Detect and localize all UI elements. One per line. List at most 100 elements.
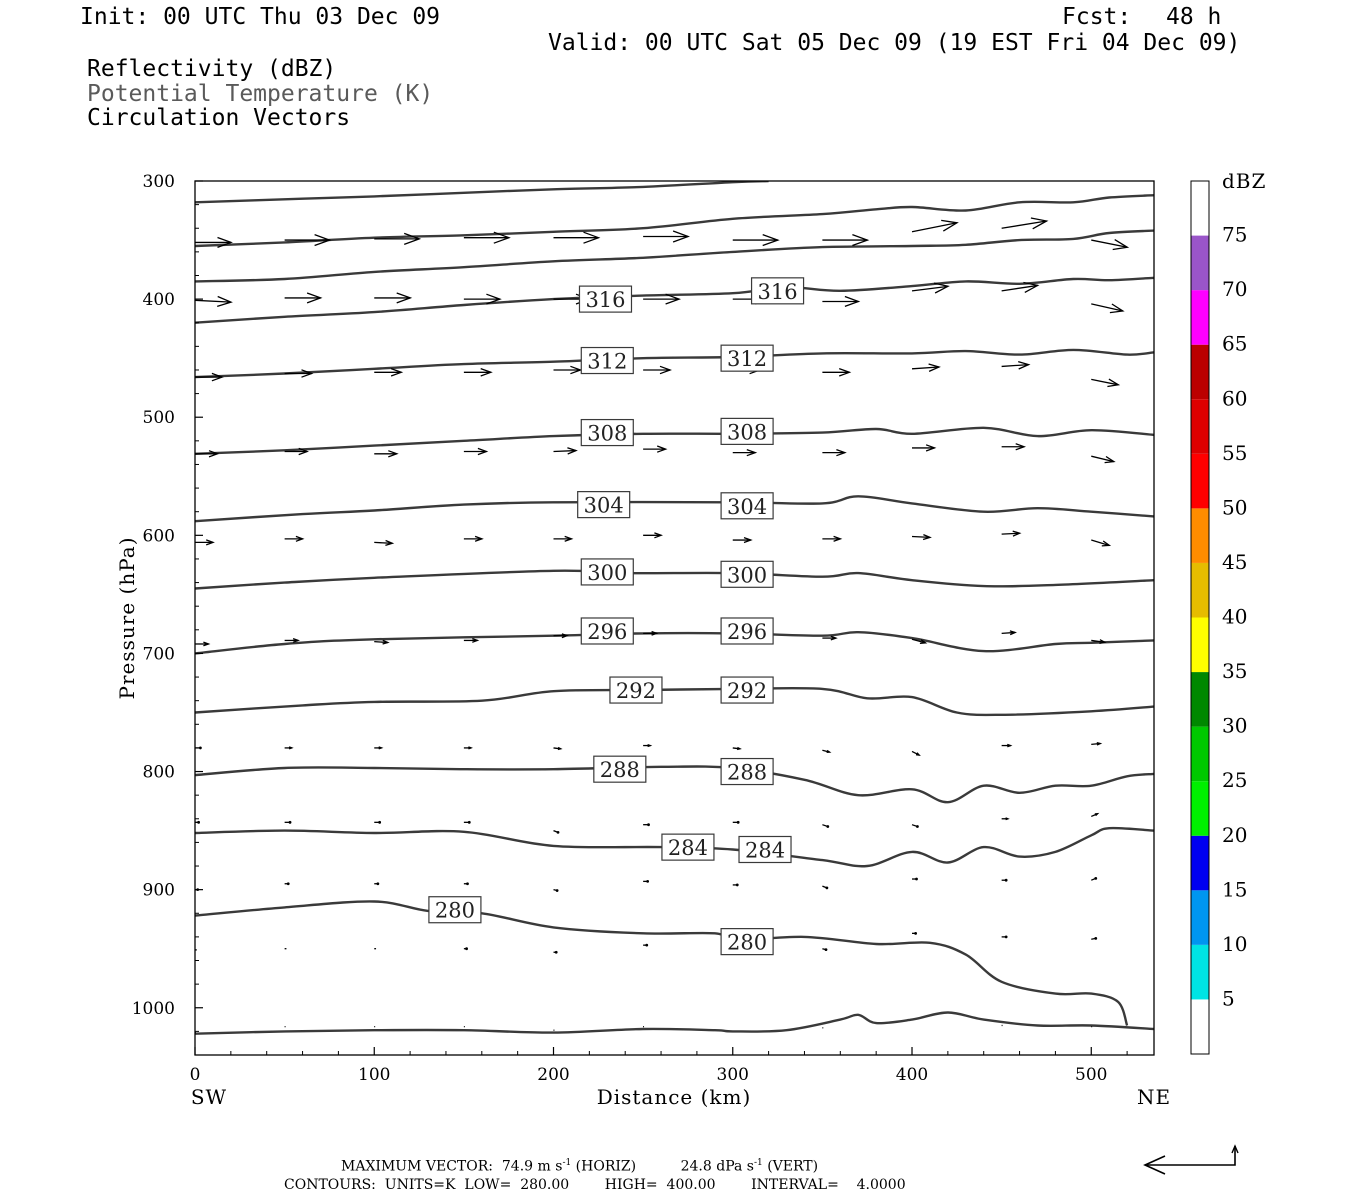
circulation-vector [911,638,928,645]
forecast-label: Fcst: [1062,4,1132,30]
circulation-vector [284,447,309,456]
circulation-vector [553,535,574,542]
contour-label-text: 304 [727,495,767,519]
contour-label: 296 [580,617,634,645]
theta-contour [195,569,1154,590]
circulation-vector [553,746,563,751]
colorbar-segment [1191,999,1209,1054]
circulation-vector [195,641,211,647]
colorbar-segment [1191,944,1209,1000]
circulation-vector [284,233,332,247]
contour-label: 304 [720,492,774,520]
contour-label: 312 [580,346,634,375]
contour-label-text: 308 [587,422,627,446]
colorbar-segment [1191,290,1209,345]
contour-label-text: 296 [587,620,627,644]
ne-end-label: NE [1137,1085,1171,1109]
circulation-vector [1091,741,1103,746]
circulation-vector [643,365,672,375]
circulation-vector [822,749,832,754]
circulation-vector [1001,878,1008,882]
colorbar-label: 5 [1222,986,1235,1010]
circulation-vector [1001,935,1008,939]
contour-label: 304 [577,491,631,519]
circulation-vector [822,233,870,247]
circulation-vector [463,447,489,456]
circulation-vector [912,931,918,935]
contour-label: 312 [720,344,774,372]
circulation-vector [1001,630,1017,636]
contour-label-text: 312 [727,347,767,371]
theta-contour [195,495,1154,523]
contour-labels: 316 316 312 312 308 308 304 304 300 300 296 296 292 2… [428,277,805,956]
colorbar-segment [1191,672,1209,727]
contour-label: 300 [720,560,774,588]
circulation-vector [822,448,847,457]
circulation-vector [463,746,473,750]
x-tick-label: 500 [1075,1065,1107,1085]
contour-label: 288 [720,757,774,786]
contour-label-text: 300 [727,563,767,587]
colorbar-segment [1191,835,1209,891]
contour-label: 300 [580,558,634,586]
plot-frame [194,180,1155,1056]
circulation-vector [643,445,668,453]
circulation-vector [1091,812,1100,818]
circulation-vectors [195,217,1130,1034]
max-vector-vert: 24.8 dPa s [680,1158,754,1175]
circulation-vector [911,750,921,756]
init-time: Init: 00 UTC Thu 03 Dec 09 [80,4,441,30]
contour-label-text: 284 [668,836,708,860]
y-tick-label: 400 [143,290,175,310]
contour-label: 292 [720,676,774,704]
colorbar-segment [1191,617,1209,673]
x-tick-label: 0 [190,1065,201,1085]
colorbar-label: 60 [1222,386,1247,410]
circulation-vector [643,230,690,243]
colorbar-segment [1191,181,1209,236]
horiz-tag: (HORIZ) [575,1158,637,1175]
colorbar-label: 45 [1222,550,1247,574]
circulation-vector [822,948,828,952]
circulation-vector [822,367,852,377]
circulation-vector [374,539,395,547]
circulation-vector [284,882,290,886]
circulation-vector [643,293,682,305]
circulation-vector [463,535,484,542]
y-tick-label: 800 [143,763,175,783]
circulation-vector [374,292,413,304]
circulation-vector [911,824,919,828]
colorbar-label: 10 [1222,932,1247,956]
max-vector-line: MAXIMUM VECTOR: 74.9 m s-1 (HORIZ) 24.8 … [341,1159,818,1174]
colorbar-label: 15 [1222,877,1247,901]
y-tick-label: 300 [143,172,175,192]
contour-label-text: 288 [600,758,640,782]
x-axis-title: Distance (km) [597,1085,752,1109]
contour-label-text: 296 [727,620,767,644]
circulation-vector [553,231,601,244]
theta-contour [195,194,1154,248]
y-tick-label: 700 [143,644,175,664]
field-title-theta: Potential Temperature (K) [87,81,434,107]
circulation-vector [643,532,663,539]
contour-label-text: 312 [587,350,627,374]
contour-label: 296 [720,617,774,645]
circulation-vector [284,637,300,643]
circulation-vector [1091,539,1112,547]
circulation-vector [284,292,323,304]
colorbar-label: 20 [1222,823,1247,847]
circulation-vector [284,746,294,750]
theta-contours [195,181,1154,1035]
circulation-vector [1091,455,1116,464]
axes: 300 400 500 600 700 800 900 1000 0 100 200 300 400 50… [132,172,1128,1085]
circulation-vector [195,820,201,824]
circulation-vector [732,233,780,247]
circulation-vector [374,232,422,246]
theta-contour [195,229,1154,283]
contour-label-text: 308 [727,420,767,444]
x-tick-label: 200 [537,1065,569,1085]
field-title-vectors: Circulation Vectors [87,105,351,131]
contour-label-text: 300 [587,561,627,585]
circulation-vector [912,444,937,452]
